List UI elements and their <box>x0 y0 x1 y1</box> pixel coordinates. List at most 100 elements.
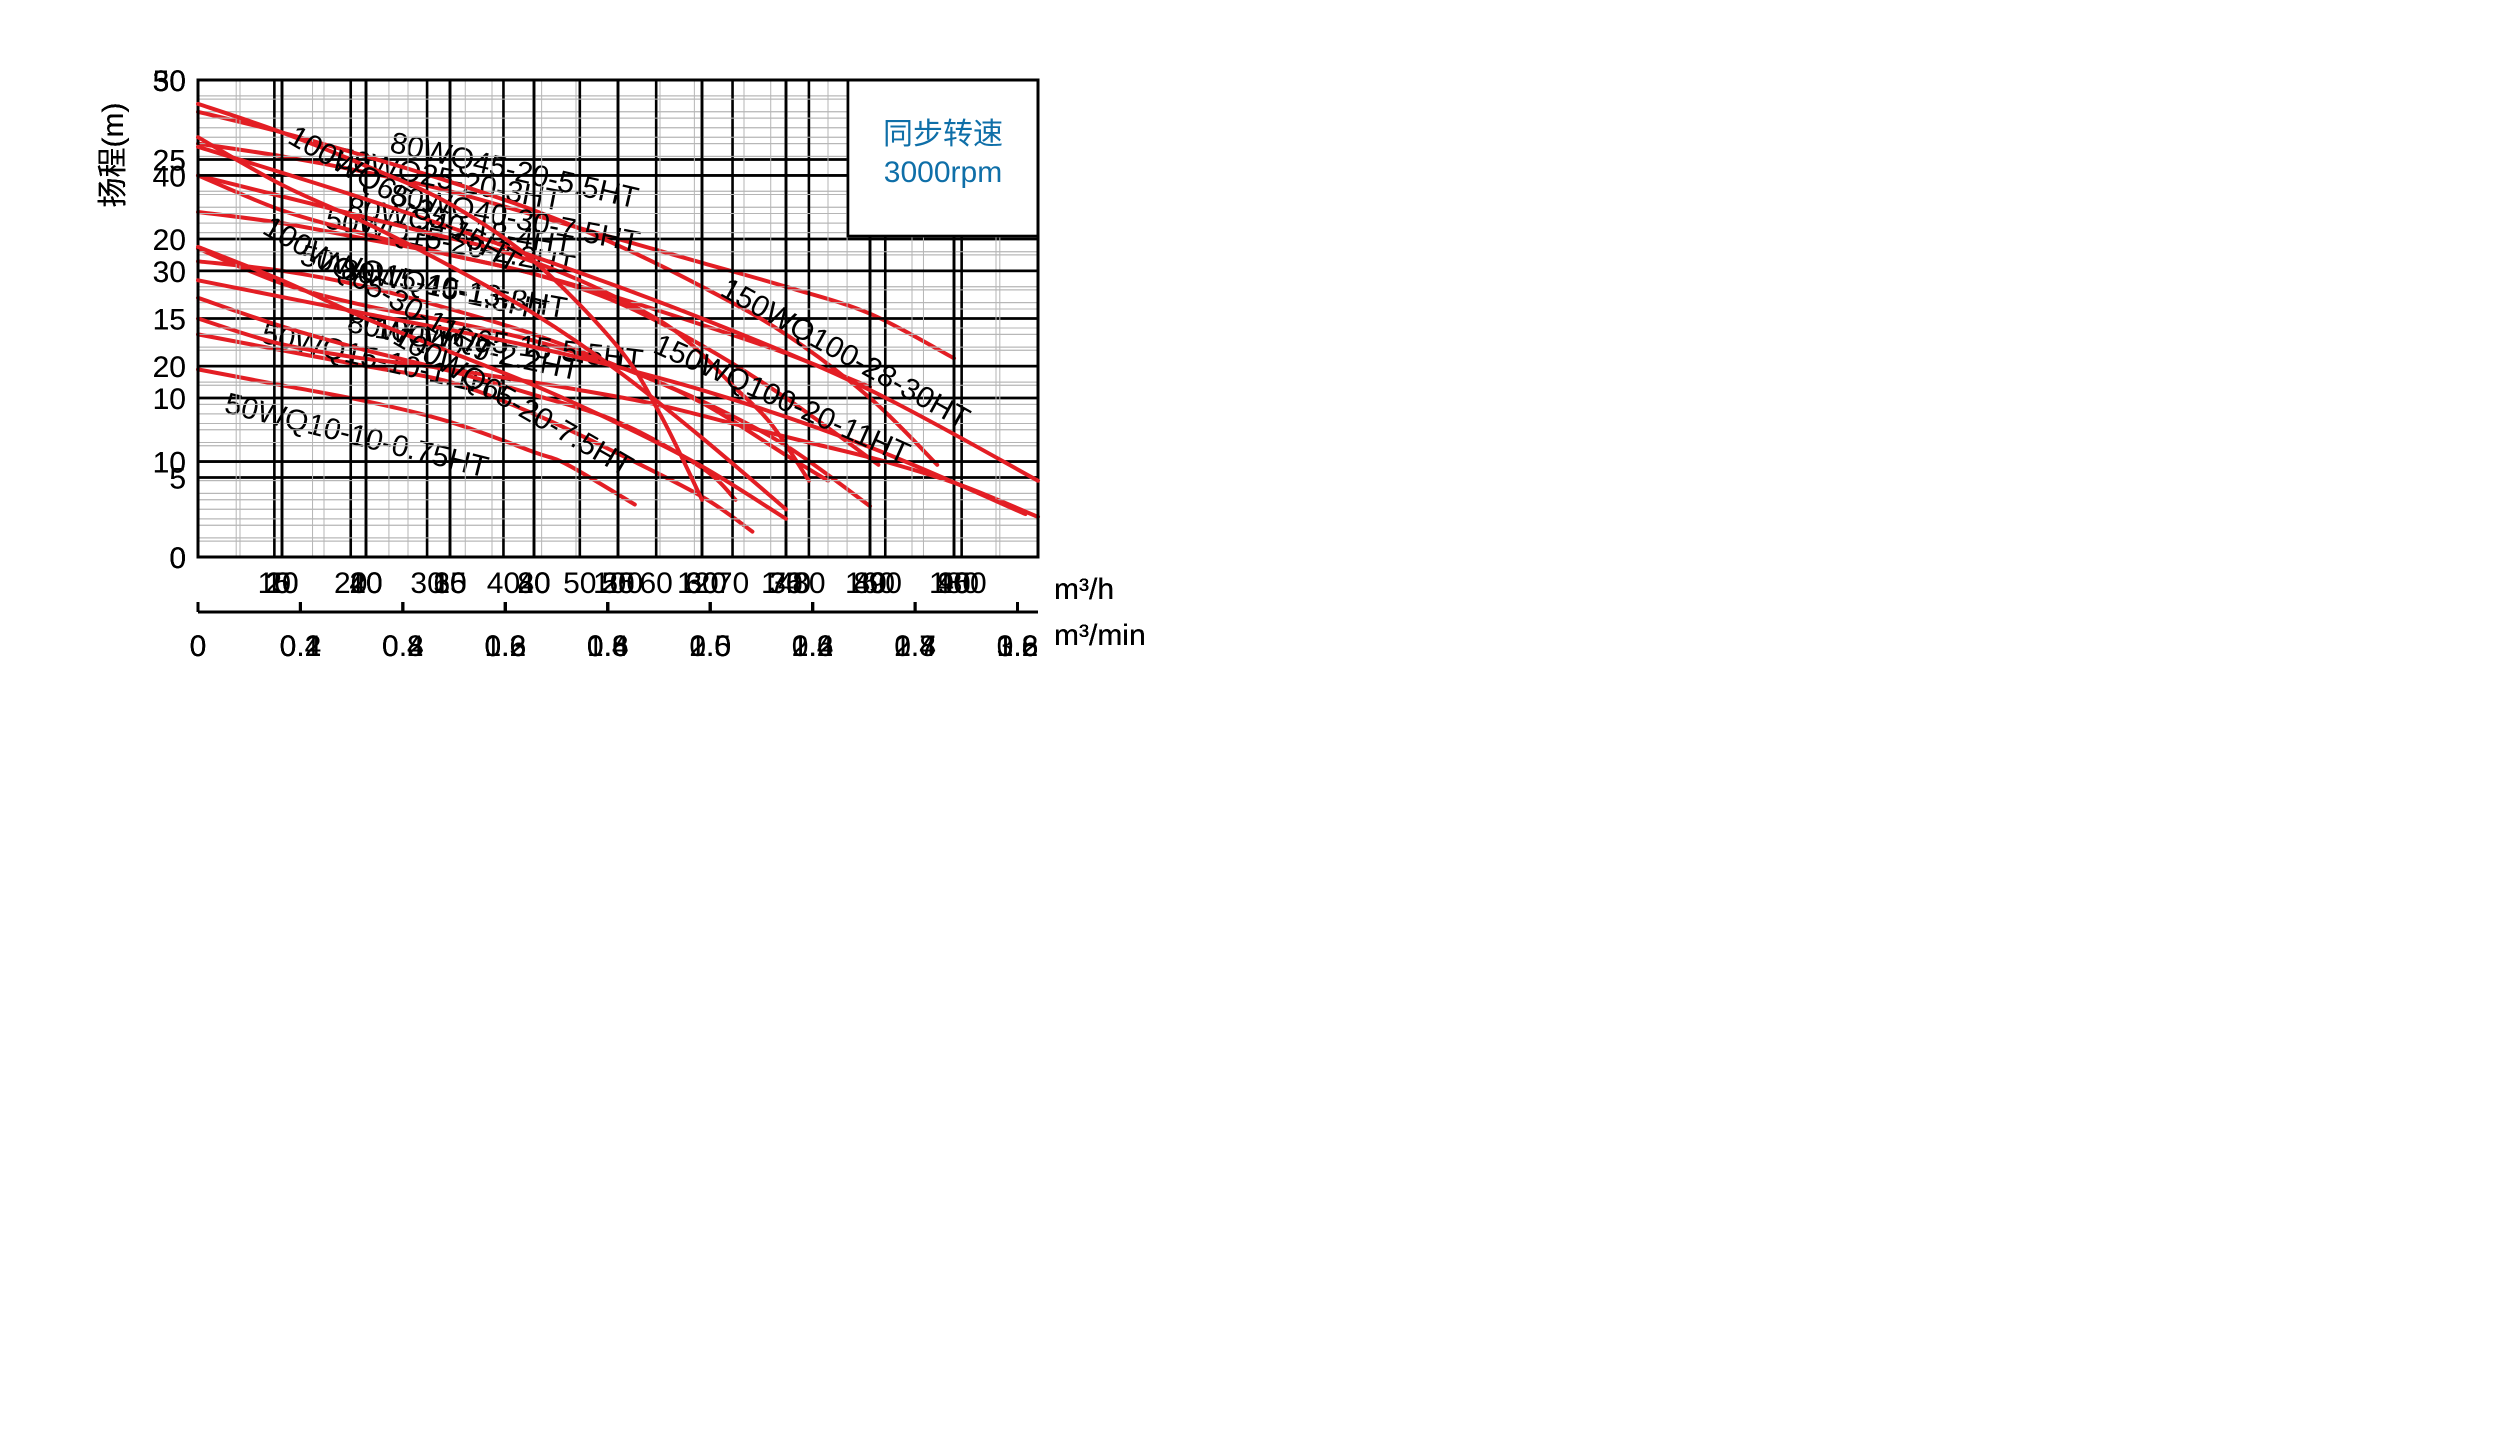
x2-tick-label: 0.3 <box>484 630 526 663</box>
x2-tick-label: 0.4 <box>587 630 629 663</box>
series-curve-100WQ65-35-15HT <box>196 101 704 502</box>
x-tick-label: 60 <box>639 567 672 600</box>
x-tick-label: 10 <box>265 567 298 600</box>
series-curve-100WQ65-20-7.5HT <box>196 244 788 521</box>
x2-tick-label: 1.4 <box>894 630 936 663</box>
x-tick-label: 80 <box>792 567 825 600</box>
x-axis-label-m3min: m³/min <box>1054 619 1146 652</box>
x-axis-label-m3min: m³/min <box>1054 619 1146 652</box>
series-lines <box>196 101 1040 521</box>
secondary-x-axis <box>196 602 1038 614</box>
x2-tick-label: 1.4 <box>894 630 936 663</box>
x-tick-label: 45 <box>937 567 970 600</box>
x2-tick-label: 0.8 <box>587 630 629 663</box>
y-tick-label: 5 <box>169 463 186 496</box>
plot-frame <box>196 78 1040 559</box>
y-tick-label: 20 <box>153 351 186 384</box>
y-tick-label: 20 <box>153 224 186 257</box>
chart-panel-4: 同步转速 3000rpm 100WQ65-35-15HT 100WQ65-30-11H… <box>0 0 1260 745</box>
x-tick-label: 10 <box>349 567 382 600</box>
x-tick-label: 20 <box>517 567 550 600</box>
x2-tick-label: 1.2 <box>484 630 526 663</box>
x-axis-label-m3h: m³/h <box>1054 573 1114 606</box>
x-tick-label: 90 <box>937 567 970 600</box>
x-tick-label: 15 <box>433 567 466 600</box>
speed-annotation-text: 3000rpm <box>884 156 1002 189</box>
x2-tick-label: 0.4 <box>382 630 424 663</box>
x2-tick-label: 1.6 <box>997 630 1039 663</box>
y-tick-label: 40 <box>153 160 186 193</box>
x2-tick-label: 0.4 <box>382 630 424 663</box>
series-curve-150WQ100-20-11HT <box>196 278 1028 517</box>
x2-tick-label: 0.4 <box>280 630 322 663</box>
x-tick-label: 70 <box>769 567 802 600</box>
y-tick-label: 0 <box>169 542 186 575</box>
y-tick-label: 20 <box>153 351 186 384</box>
y-tick-label: 0 <box>169 542 186 575</box>
x-tick-label: 50 <box>563 567 596 600</box>
x-tick-label: 180 <box>929 567 979 600</box>
x-tick-label: 40 <box>349 567 382 600</box>
y-tick-label: 30 <box>153 65 186 98</box>
x2-tick-label: 0.2 <box>382 630 424 663</box>
x2-tick-label: 0.6 <box>484 630 526 663</box>
x2-tick-label: 0.2 <box>280 630 322 663</box>
x2-tick-label: 0 <box>190 630 207 663</box>
x2-tick-label: 0.6 <box>792 630 834 663</box>
x2-tick-label: 2.4 <box>792 630 834 663</box>
x-tick-label: 100 <box>937 567 987 600</box>
x-axis-label-m3h: m³/h <box>1054 573 1114 606</box>
series-curve-100WQ65-30-11HT <box>196 135 788 512</box>
x-tick-label: 100 <box>593 567 643 600</box>
x-axis-label-m3h: m³/h <box>1054 573 1114 606</box>
x2-tick-label: 0.8 <box>997 630 1039 663</box>
x2-tick-label: 1.2 <box>792 630 834 663</box>
y-axis-label: 扬程(m) <box>97 103 130 208</box>
x-tick-label: 50 <box>601 567 634 600</box>
y-tick-label: 50 <box>153 65 186 98</box>
speed-annotation-text: 同步转速 <box>883 118 1003 151</box>
x-tick-label: 20 <box>334 567 367 600</box>
y-tick-label: 5 <box>169 463 186 496</box>
x2-tick-label: 1.0 <box>689 630 731 663</box>
x-tick-label: 160 <box>845 567 895 600</box>
y-tick-label: 50 <box>153 65 186 98</box>
x-tick-label: 70 <box>716 567 749 600</box>
series-curve-150WQ100-28-30HT <box>196 144 1040 483</box>
x2-tick-label: 0.8 <box>382 630 424 663</box>
y-tick-label: 25 <box>153 145 186 178</box>
x-axis-label-m3min: m³/min <box>1054 619 1146 652</box>
x-tick-label: 90 <box>869 567 902 600</box>
x2-tick-label: 0.1 <box>280 630 322 663</box>
y-tick-label: 30 <box>153 256 186 289</box>
x-tick-label: 40 <box>487 567 520 600</box>
speed-annotation-box <box>846 78 1040 238</box>
x-tick-label: 80 <box>853 567 886 600</box>
x-tick-label: 80 <box>517 567 550 600</box>
y-tick-label: 10 <box>153 447 186 480</box>
x2-tick-label: 1.0 <box>689 630 731 663</box>
y-tick-label: 25 <box>153 145 186 178</box>
x-tick-label: 30 <box>685 567 718 600</box>
chart-svg-4: 同步转速3000rpm100WQ65-35-15HT100WQ65-30-11H… <box>97 65 1146 663</box>
y-axis-label: 扬程(m) <box>97 103 130 208</box>
x2-tick-label: 0.6 <box>484 630 526 663</box>
y-tick-label: 15 <box>153 304 186 337</box>
x2-tick-label: 1.6 <box>997 630 1039 663</box>
y-tick-label: 30 <box>153 65 186 98</box>
x2-tick-label: 0.2 <box>280 630 322 663</box>
x-tick-label: 20 <box>265 567 298 600</box>
x-tick-label: 20 <box>349 567 382 600</box>
x2-tick-label: 0 <box>190 630 207 663</box>
y-tick-label: 20 <box>153 224 186 257</box>
x2-tick-label: 0.7 <box>894 630 936 663</box>
x-axis-label-m3min: m³/min <box>1054 619 1146 652</box>
x-tick-label: 40 <box>853 567 886 600</box>
x-tick-label: 140 <box>761 567 811 600</box>
x2-tick-label: 0 <box>190 630 207 663</box>
x-tick-label: 5 <box>274 567 291 600</box>
y-tick-label: 30 <box>153 256 186 289</box>
y-axis-label: 扬程(m) <box>97 103 130 208</box>
y-tick-label: 0 <box>169 542 186 575</box>
x-tick-label: 10 <box>258 567 291 600</box>
